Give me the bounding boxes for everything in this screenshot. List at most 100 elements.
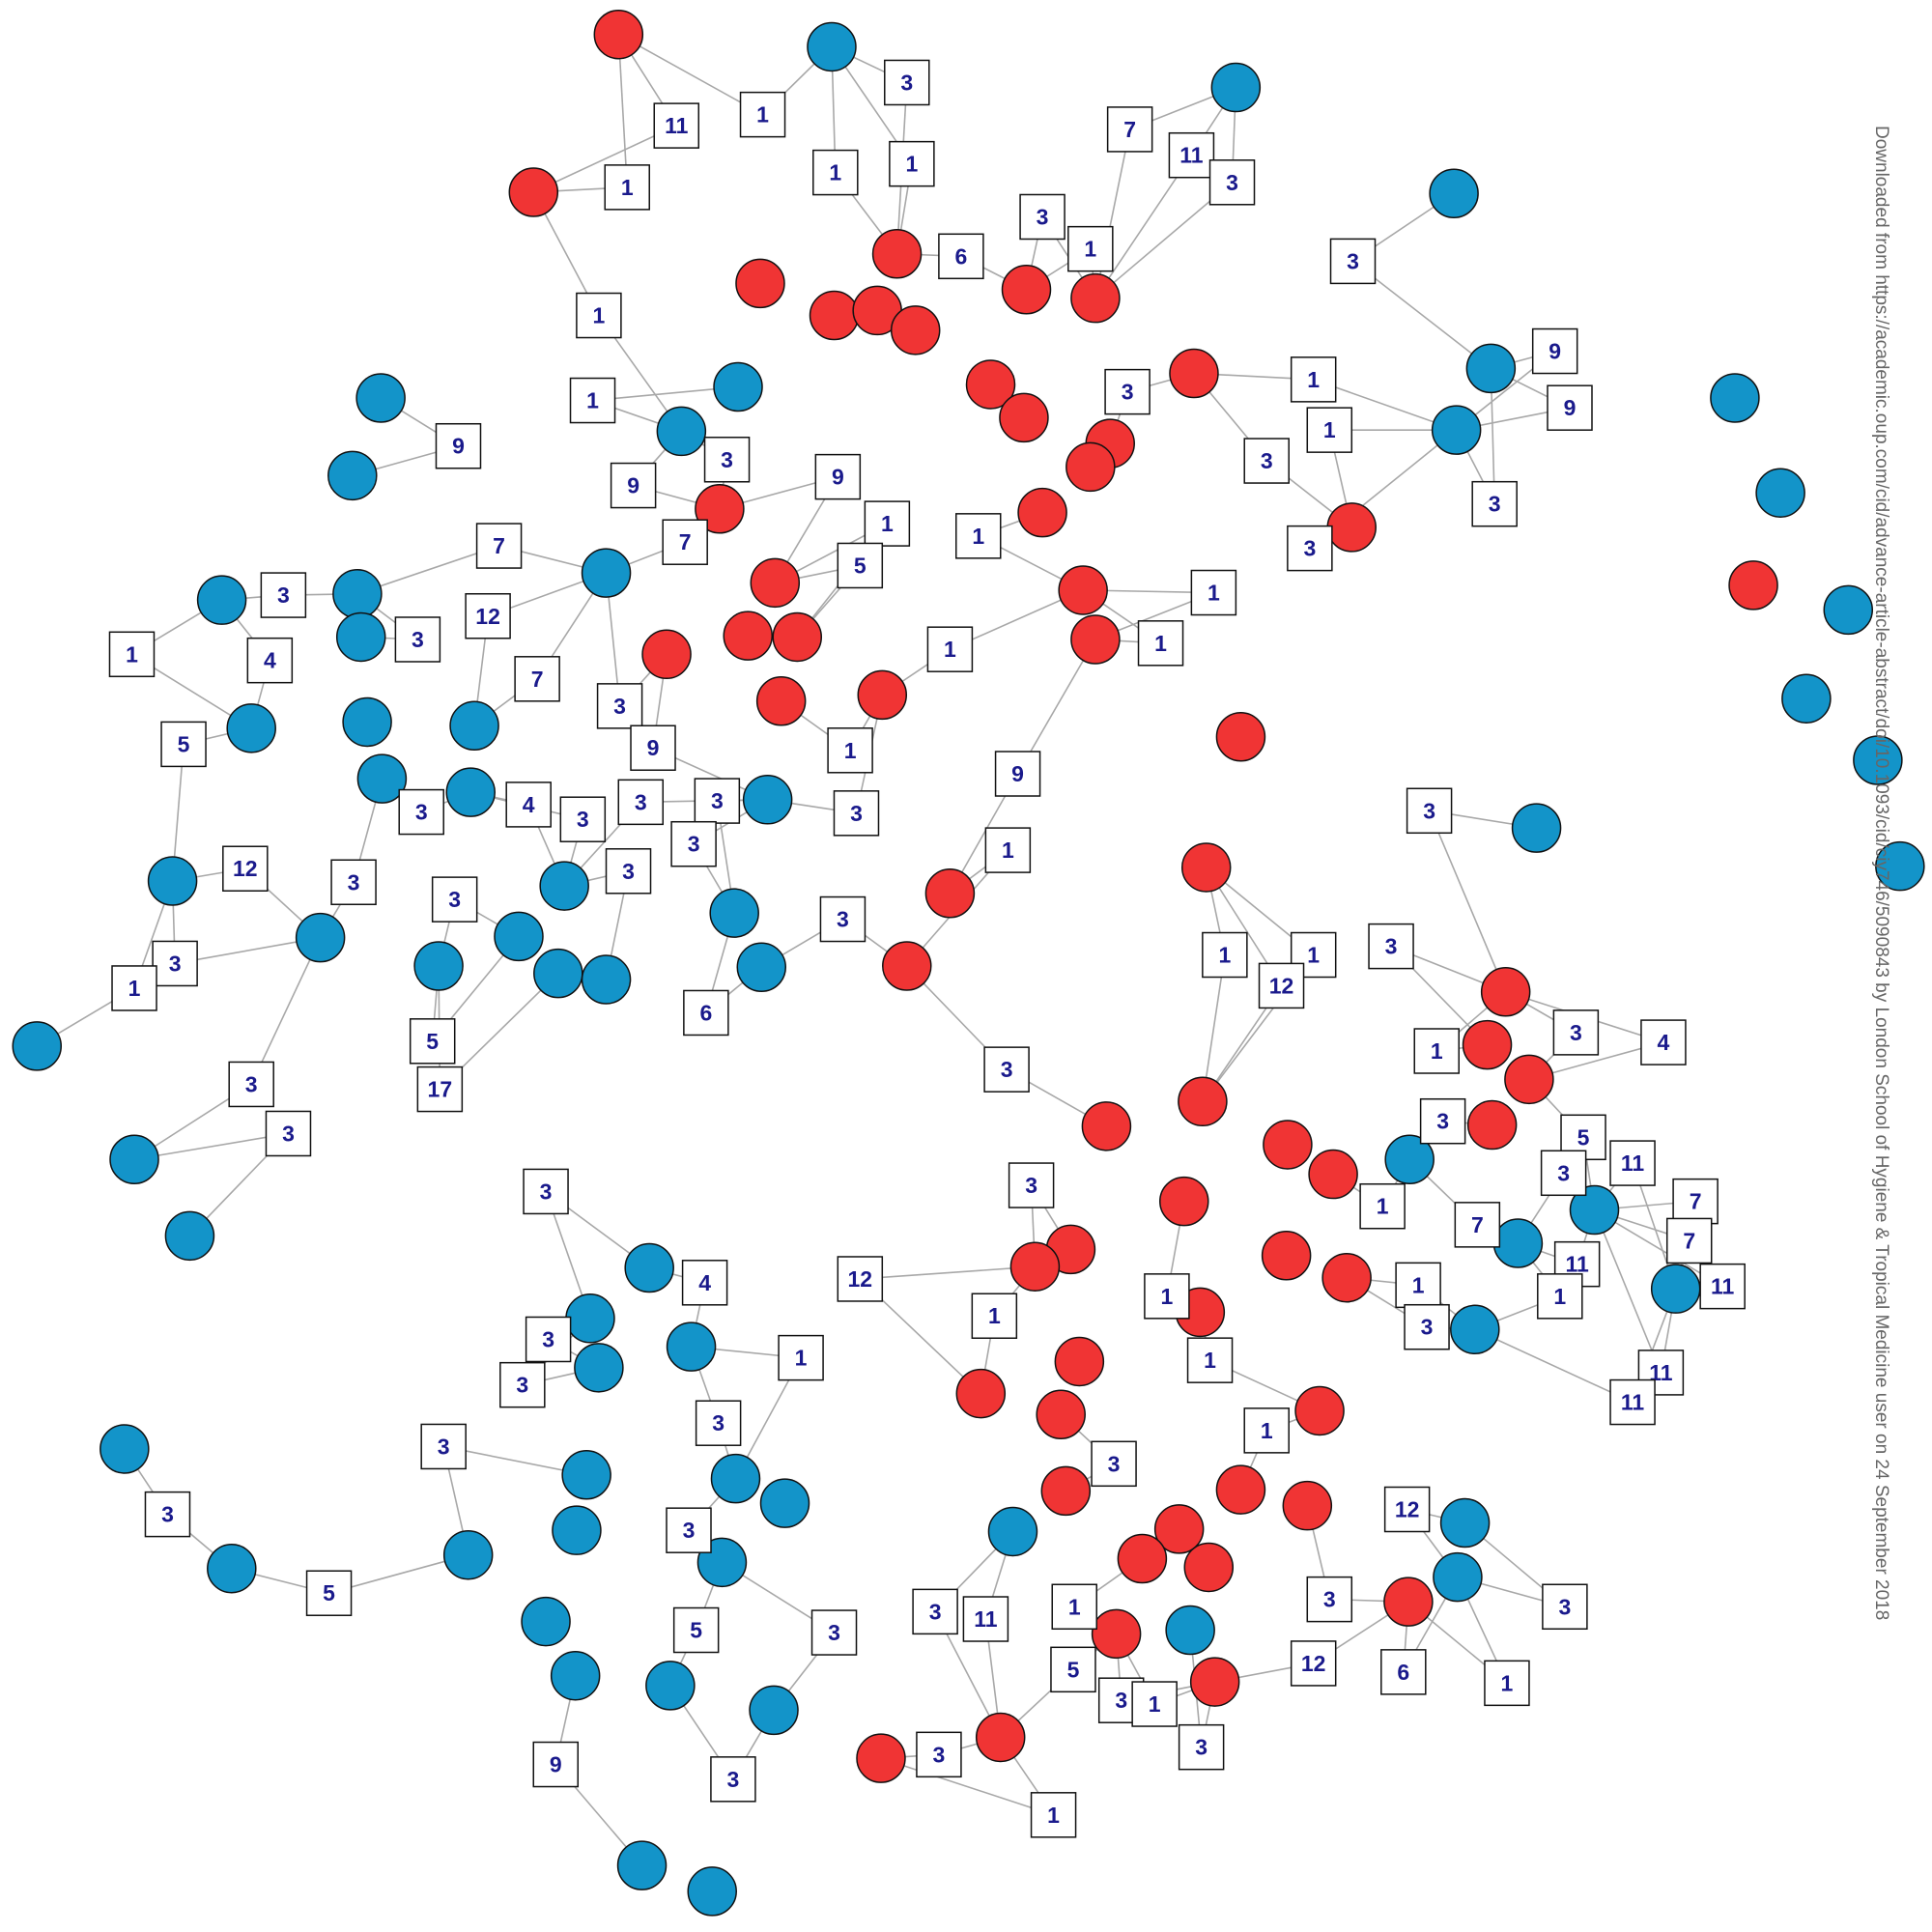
label: 3 (542, 1326, 554, 1351)
case-node (1065, 441, 1116, 493)
case-node (641, 629, 692, 680)
label: 6 (699, 1000, 712, 1025)
label-box (435, 422, 482, 469)
contact-node (1450, 1304, 1500, 1355)
label-box (1380, 1649, 1427, 1695)
case-node (735, 258, 785, 309)
watermark: Downloaded from https://academic.oup.com… (1871, 126, 1891, 1620)
label: 3 (622, 859, 635, 884)
edge (1593, 1209, 1662, 1374)
case-node (1159, 1176, 1209, 1227)
edge (860, 1265, 1036, 1280)
label: 4 (698, 1270, 711, 1295)
label: 7 (1690, 1189, 1702, 1214)
label: 6 (1397, 1660, 1409, 1685)
label: 3 (727, 1767, 740, 1792)
label-box (837, 1256, 884, 1302)
label: 12 (848, 1266, 873, 1292)
label: 7 (679, 529, 692, 554)
case-node (723, 611, 773, 661)
label: 4 (523, 792, 535, 817)
case-node (1040, 1465, 1092, 1517)
contact-node (807, 21, 857, 72)
label: 7 (531, 667, 544, 692)
label-box (926, 626, 974, 672)
label-box (994, 751, 1041, 797)
label-box (630, 724, 676, 771)
label: 3 (348, 869, 360, 895)
label: 4 (264, 648, 276, 673)
label-box (984, 827, 1032, 873)
label-box (1243, 438, 1290, 484)
case-node (1070, 272, 1121, 324)
label: 1 (1553, 1284, 1566, 1309)
label: 1 (1084, 237, 1096, 262)
label-box (912, 1588, 958, 1635)
label-box (1609, 1140, 1656, 1186)
label-box (265, 1110, 312, 1157)
label-box (505, 781, 552, 828)
label-box (962, 1596, 1009, 1642)
label-box (604, 164, 650, 211)
label-box (420, 1423, 467, 1470)
case-node (1326, 502, 1377, 553)
contact-node (226, 703, 276, 753)
case-node (1466, 1099, 1518, 1151)
label-box (1137, 620, 1184, 667)
case-node (882, 941, 932, 991)
contact-node (581, 548, 632, 598)
contact-node (574, 1343, 624, 1393)
label: 1 (972, 524, 984, 549)
label: 5 (854, 553, 867, 578)
label: 3 (1115, 1688, 1127, 1713)
contact-node (1433, 1551, 1483, 1603)
label: 9 (1548, 339, 1561, 364)
edge (617, 34, 629, 187)
label: 9 (627, 473, 639, 498)
label-box (416, 1065, 464, 1113)
label-box (1609, 1378, 1656, 1426)
case-node (1480, 967, 1531, 1017)
label-box (398, 788, 444, 836)
label-box (1542, 1583, 1588, 1631)
label-box (1484, 1660, 1530, 1707)
label-box (889, 140, 935, 187)
label: 3 (711, 788, 724, 813)
label: 1 (1154, 631, 1167, 656)
label-box (810, 1609, 858, 1656)
contact-node (624, 1242, 674, 1293)
label-box (695, 1400, 742, 1446)
label-box (431, 876, 478, 923)
label: 3 (1025, 1173, 1037, 1198)
label: 3 (1421, 1315, 1434, 1340)
case-node (508, 167, 559, 217)
case-node (1294, 1385, 1345, 1436)
contact-node (656, 406, 707, 457)
label-box (1454, 1202, 1501, 1248)
label-box (681, 1260, 728, 1306)
label-box (864, 500, 911, 547)
edge (356, 545, 499, 595)
case-node (871, 229, 923, 279)
contact-node (539, 861, 589, 911)
contact-node (987, 1506, 1038, 1557)
label: 1 (1208, 581, 1220, 606)
label: 9 (452, 434, 465, 459)
label-box (1406, 787, 1453, 835)
label: 3 (1108, 1451, 1121, 1476)
label-box (523, 1168, 569, 1215)
label: 3 (516, 1373, 528, 1398)
case-node (999, 392, 1049, 443)
label: 3 (933, 1742, 946, 1767)
contact-node (759, 1478, 810, 1528)
contact-node (1465, 343, 1517, 394)
label-box (499, 1361, 546, 1408)
label: 3 (282, 1121, 295, 1146)
label-box (144, 1491, 191, 1538)
label-box (1208, 159, 1256, 206)
label: 3 (1323, 1587, 1336, 1612)
label-box (1106, 106, 1153, 153)
label-box (1243, 1407, 1290, 1454)
label-box (228, 1061, 274, 1108)
